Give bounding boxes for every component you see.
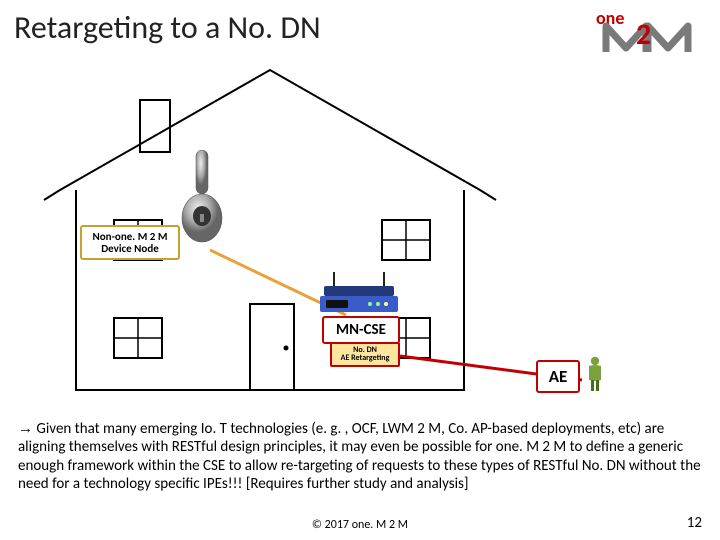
nodn-line1: Non-one. M 2 M xyxy=(84,231,176,243)
roof xyxy=(44,70,496,200)
nodn-line2: Device Node xyxy=(84,243,176,255)
nodn-device-label: Non-one. M 2 M Device Node xyxy=(80,225,180,260)
slide: Retargeting to a No. DN one 2 xyxy=(0,0,720,540)
arrow-icon: → xyxy=(18,420,33,437)
copyright: © 2017 one. M 2 M xyxy=(0,518,720,532)
chimney xyxy=(140,100,170,152)
onem2m-logo: one 2 xyxy=(596,8,706,56)
window-2 xyxy=(382,220,430,260)
page-number: 12 xyxy=(687,514,702,532)
logo-m-right xyxy=(648,26,688,52)
body-text-content: Given that many emerging Io. T technolog… xyxy=(18,420,701,493)
body-paragraph: → Given that many emerging Io. T technol… xyxy=(18,420,702,493)
logo-two: 2 xyxy=(636,16,651,53)
logo-svg: one 2 xyxy=(596,8,706,56)
diagram-area: Non-one. M 2 M Device Node MN-CSE No. DN… xyxy=(40,60,680,410)
slide-title: Retargeting to a No. DN xyxy=(14,8,321,47)
window-3 xyxy=(114,318,162,358)
retargeting-label: No. DN AE Retargeting xyxy=(330,342,400,367)
person-icon xyxy=(586,356,604,392)
router-icon xyxy=(320,270,398,320)
mn-cse-label: MN-CSE xyxy=(322,316,400,344)
ae-label: AE xyxy=(536,360,580,393)
door-knob xyxy=(284,346,289,351)
door-lock-icon xyxy=(180,150,224,250)
retarget-line2: AE Retargeting xyxy=(333,354,397,362)
